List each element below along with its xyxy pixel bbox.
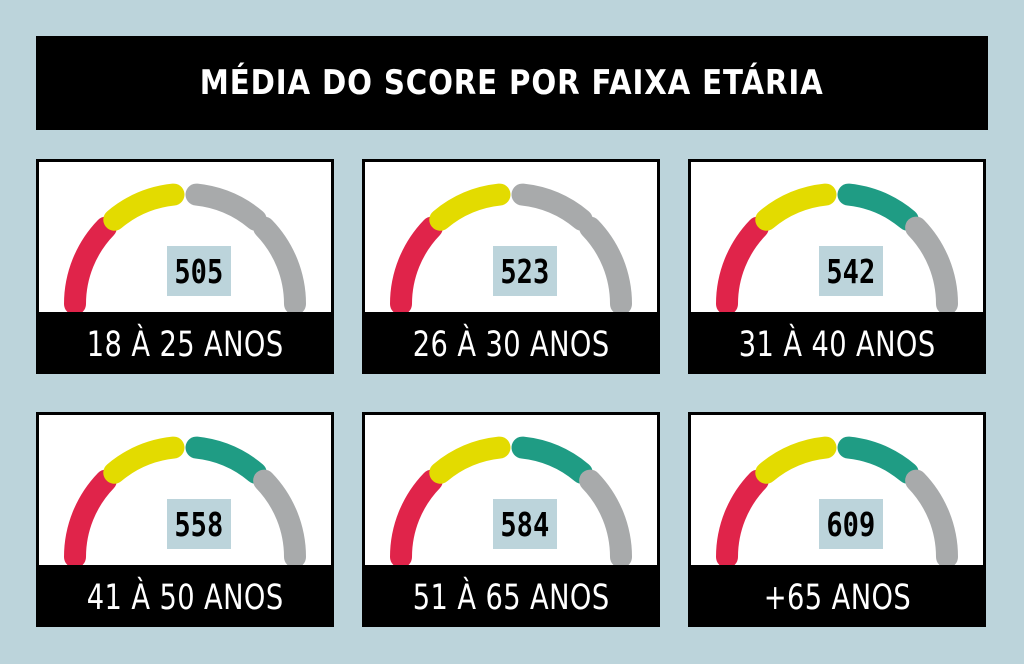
gauge-panel: 523 xyxy=(365,162,657,312)
age-range-label: 41 À 50 ANOS xyxy=(36,568,334,627)
age-range-label: 18 À 25 ANOS xyxy=(36,315,334,374)
gauge-segment-gray xyxy=(905,216,958,312)
gauge-segment-red xyxy=(64,216,117,312)
gauge-segment-yellow xyxy=(429,183,511,231)
gauge-segment-yellow xyxy=(429,436,511,484)
age-range-text: 41 À 50 ANOS xyxy=(86,577,284,618)
age-range-label: +65 ANOS xyxy=(688,568,986,627)
gauge-segment-green xyxy=(837,183,919,231)
score-value: 523 xyxy=(500,251,550,291)
gauge-segment-gray xyxy=(905,469,958,565)
gauge-segment-yellow xyxy=(755,183,837,231)
score-value: 505 xyxy=(174,251,224,291)
age-range-label: 31 À 40 ANOS xyxy=(688,315,986,374)
score-box: 558 xyxy=(167,499,231,549)
gauge-segment-gray xyxy=(579,469,632,565)
gauge-segment-green xyxy=(837,436,919,484)
gauge-segment-gray xyxy=(253,216,306,312)
score-box: 505 xyxy=(167,246,231,296)
gauge-segment-yellow xyxy=(103,436,185,484)
title-bar: MÉDIA DO SCORE POR FAIXA ETÁRIA xyxy=(36,36,988,130)
age-range-label: 51 À 65 ANOS xyxy=(362,568,660,627)
age-range-text: 18 À 25 ANOS xyxy=(86,324,284,365)
age-range-text: +65 ANOS xyxy=(763,577,911,618)
score-box: 609 xyxy=(819,499,883,549)
gauge-chart xyxy=(64,183,306,312)
score-value: 609 xyxy=(826,504,876,544)
age-range-text: 31 À 40 ANOS xyxy=(738,324,936,365)
gauge-card: 542 31 À 40 ANOS xyxy=(688,159,986,374)
gauge-segment-gray xyxy=(511,183,593,231)
gauge-segment-red xyxy=(390,216,443,312)
gauge-chart xyxy=(716,183,958,312)
score-value: 558 xyxy=(174,504,224,544)
gauge-segment-gray xyxy=(579,216,632,312)
gauge-chart xyxy=(390,183,632,312)
gauge-segment-red xyxy=(716,216,769,312)
gauge-chart xyxy=(390,436,632,565)
gauge-segment-red xyxy=(64,469,117,565)
gauge-chart xyxy=(716,436,958,565)
gauge-segment-gray xyxy=(185,183,267,231)
gauge-panel: 584 xyxy=(365,415,657,565)
gauge-panel: 609 xyxy=(691,415,983,565)
gauge-card: 584 51 À 65 ANOS xyxy=(362,412,660,627)
score-box: 542 xyxy=(819,246,883,296)
gauge-card: 505 18 À 25 ANOS xyxy=(36,159,334,374)
score-box: 584 xyxy=(493,499,557,549)
gauge-segment-red xyxy=(390,469,443,565)
score-value: 542 xyxy=(826,251,876,291)
age-range-label: 26 À 30 ANOS xyxy=(362,315,660,374)
gauge-segment-gray xyxy=(253,469,306,565)
gauge-segment-green xyxy=(511,436,593,484)
gauge-segment-yellow xyxy=(755,436,837,484)
gauge-segment-green xyxy=(185,436,267,484)
age-range-text: 26 À 30 ANOS xyxy=(412,324,610,365)
gauge-card: 558 41 À 50 ANOS xyxy=(36,412,334,627)
age-range-text: 51 À 65 ANOS xyxy=(412,577,610,618)
score-box: 523 xyxy=(493,246,557,296)
gauge-card: 609 +65 ANOS xyxy=(688,412,986,627)
gauge-panel: 542 xyxy=(691,162,983,312)
gauge-segment-yellow xyxy=(103,183,185,231)
gauge-panel: 558 xyxy=(39,415,331,565)
score-value: 584 xyxy=(500,504,550,544)
chart-title: MÉDIA DO SCORE POR FAIXA ETÁRIA xyxy=(200,63,824,103)
gauge-panel: 505 xyxy=(39,162,331,312)
gauge-chart xyxy=(64,436,306,565)
gauge-card: 523 26 À 30 ANOS xyxy=(362,159,660,374)
gauge-segment-red xyxy=(716,469,769,565)
